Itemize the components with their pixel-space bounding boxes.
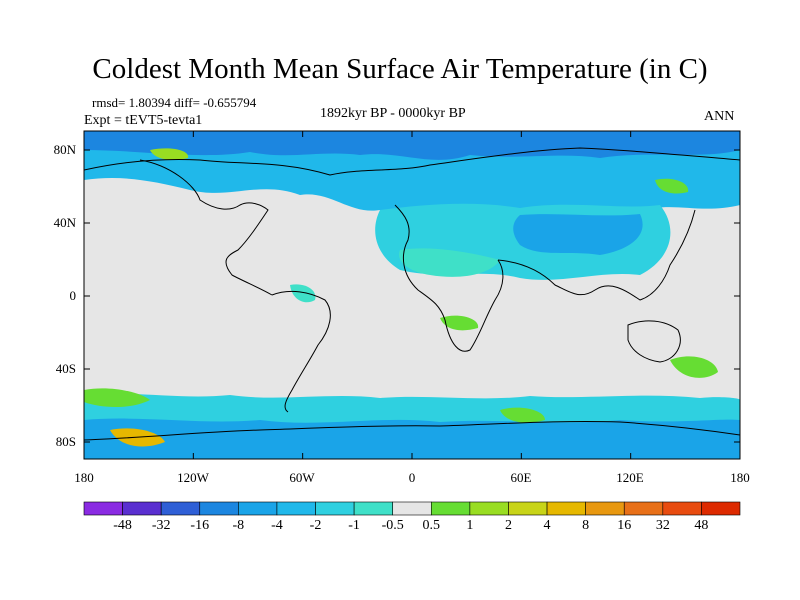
north-america-coast [139,159,273,296]
colorbar-swatch [122,501,162,516]
colorbar-swatch [469,501,509,516]
south-america-coast [271,290,331,413]
colorbar-label: 48 [694,518,709,533]
season-label: ANN [704,109,735,124]
colorbar-label: -4 [271,518,283,533]
axis-ticks [83,131,741,459]
colorbar-label: -32 [151,518,171,533]
colorbar-label: 8 [582,518,590,533]
asia-coast [497,209,696,301]
lon-label-60e: 60E [510,470,532,485]
australia-coast [627,320,681,363]
northern-darker-band [84,131,740,160]
lon-label-60w: 60W [289,470,315,485]
colorbar-swatch [83,501,123,516]
arctic-coast [84,147,740,176]
colorbar-swatch [238,501,278,516]
antarctica-cold-band [84,418,740,459]
lat-label-80s: 80S [55,434,76,449]
map-title: Coldest Month Mean Surface Air Temperatu… [92,53,708,85]
lat-label-80n: 80N [53,142,76,157]
colorbar-swatch [701,501,741,516]
lat-label-40s: 40S [55,361,76,376]
colorbar-swatch [585,501,625,516]
colorbar-label: 32 [655,518,670,533]
lat-label-equator: 0 [69,288,77,303]
lon-label-180e: 180 [730,470,750,485]
warm-patch-africa [440,315,479,331]
colorbar-label: -48 [113,518,132,533]
colorbar-swatch [546,501,586,516]
colorbar-label: -2 [309,518,322,533]
colorbar-swatch [623,501,664,516]
colorbar-swatch [315,501,355,516]
warm-patch-australia [670,356,718,378]
colorbar-label: 16 [617,518,632,533]
warm-patch-east-asia [655,178,689,194]
temperature-field [84,131,740,459]
colorbar-swatch [430,501,471,516]
africa-cool-patch [399,248,500,277]
warm-patch-southern-ocean [84,388,150,407]
colorbar-label: -16 [190,518,210,533]
colorbar-label: 2 [504,518,512,533]
warm-patch-south-atlantic [500,407,545,423]
lon-label-120e: 120E [616,470,644,485]
colorbar-swatch [508,501,548,516]
lon-label-180w: 180 [74,470,94,485]
asia-cold-patch [513,214,643,255]
colorbar-swatch [199,501,239,516]
colorbar-label: 1 [466,518,474,533]
colorbar-swatch [353,501,394,516]
colorbar-label: -8 [232,518,245,533]
period-label: 1892kyr BP - 0000kyr BP [320,106,466,121]
colorbar-label: -1 [348,518,360,533]
coastlines [84,147,740,441]
antarctica-coast [84,420,740,441]
south-america-patch [290,284,316,303]
colorbar-swatch [662,501,702,516]
stats-text: rmsd= 1.80394 diff= -0.655794 [92,95,257,110]
colorbar-label: 0.5 [422,518,441,533]
lat-label-40n: 40N [53,215,76,230]
experiment-label: Expt = tEVT5-tevta1 [84,113,203,128]
colorbar [83,501,741,516]
colorbar-label: 4 [543,518,551,533]
colorbar-label: -0.5 [381,518,404,533]
warm-patch-arctic [150,148,189,160]
lon-label-120w: 120W [177,470,209,485]
lon-label-0: 0 [408,470,416,485]
colorbar-swatch [160,501,201,516]
africa-europe-coast [394,204,504,352]
colorbar-swatch [392,501,432,516]
colorbar-swatch [276,501,316,516]
